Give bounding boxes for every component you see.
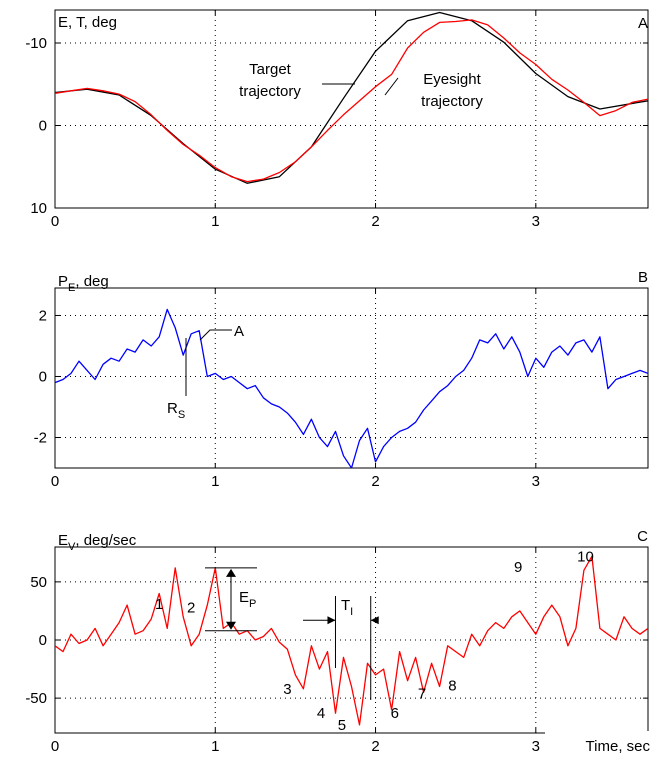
target-trajectory-label-line: trajectory xyxy=(239,83,301,100)
peak-label: 4 xyxy=(317,705,325,722)
peak-label: 3 xyxy=(283,681,291,698)
y-axis-label-main: E, T, deg xyxy=(58,14,117,31)
a-label: A xyxy=(234,323,244,340)
y-tick-label: 50 xyxy=(30,574,47,591)
target-trajectory-label-line: Target xyxy=(249,61,292,78)
y-axis-label-suffix: , deg/sec xyxy=(75,532,136,549)
ti-label-subscript: I xyxy=(350,606,353,618)
rs-label-subscript: S xyxy=(178,409,185,421)
panel-letter: A xyxy=(638,15,648,32)
eyesight-trajectory-label: Eyesight trajectory xyxy=(421,71,483,110)
x-tick-label: 1 xyxy=(211,738,219,755)
rs-label: RS xyxy=(167,400,185,421)
panel-c-line xyxy=(55,555,648,726)
ti-arrowhead-right xyxy=(370,616,379,625)
ep-label: EP xyxy=(239,589,256,610)
axes-frame xyxy=(54,546,649,734)
y-tick-label: -2 xyxy=(34,429,47,446)
peak-label: 2 xyxy=(187,599,195,616)
y-tick-label: 2 xyxy=(39,307,47,324)
x-tick-label: 3 xyxy=(532,213,540,230)
panel-b: 0 1 2 3 2 0 -2 B PE, deg A RS xyxy=(34,269,649,490)
x-tick-label: 1 xyxy=(211,213,219,230)
y-tick-label: 0 xyxy=(39,118,47,135)
panel-b-line xyxy=(55,308,648,468)
x-tick-label: 3 xyxy=(532,738,540,755)
eyesight-trajectory-label-line: trajectory xyxy=(421,93,483,110)
peak-label: 10 xyxy=(577,548,594,565)
y-axis-label-suffix: , deg xyxy=(75,273,108,290)
y-axis-label: PE, deg xyxy=(58,273,109,294)
y-axis-label-main: P xyxy=(58,273,68,290)
ti-label: TI xyxy=(341,597,353,618)
peak-label: 9 xyxy=(514,559,522,576)
panel-letter: B xyxy=(638,269,648,286)
x-tick-label: 2 xyxy=(371,473,379,490)
ti-arrowhead-left xyxy=(327,616,336,625)
x-tick-label: 0 xyxy=(51,213,59,230)
rs-label-main: R xyxy=(167,400,178,417)
eyesight-trajectory-pointer xyxy=(384,77,399,96)
peak-label: 7 xyxy=(418,685,426,702)
peak-label: 5 xyxy=(338,717,346,734)
axes-frame xyxy=(54,287,649,469)
ep-label-subscript: P xyxy=(249,598,256,610)
y-tick-label: -50 xyxy=(25,690,47,707)
ti-label-main: T xyxy=(341,597,350,614)
x-tick-label: 3 xyxy=(532,473,540,490)
x-axis-label: Time, sec xyxy=(586,738,651,755)
ep-label-main: E xyxy=(239,589,249,606)
x-tick-label: 1 xyxy=(211,473,219,490)
y-tick-label: 0 xyxy=(39,632,47,649)
peak-label: 8 xyxy=(448,677,456,694)
ep-arrowhead-bottom xyxy=(226,621,236,630)
y-axis-label: E, T, deg xyxy=(58,14,117,31)
y-axis-label: EV, deg/sec xyxy=(58,532,137,553)
target-trajectory-line xyxy=(55,11,648,184)
peak-label: 1 xyxy=(155,596,163,613)
panel-letter: C xyxy=(637,528,648,545)
eyesight-trajectory-line xyxy=(55,19,648,183)
y-tick-label: -10 xyxy=(25,35,47,52)
y-axis-label-subscript: E xyxy=(68,282,75,294)
ep-arrowhead-top xyxy=(226,568,236,577)
eyesight-trajectory-label-line: Eyesight xyxy=(423,71,481,88)
axes-frame xyxy=(54,9,649,209)
a-pointer xyxy=(199,329,232,341)
y-tick-label: 10 xyxy=(30,200,47,217)
x-axis-label-bg xyxy=(545,731,650,757)
y-axis-label-main: E xyxy=(58,532,68,549)
x-tick-label: 2 xyxy=(371,738,379,755)
target-trajectory-label: Target trajectory xyxy=(239,61,301,100)
peak-label: 6 xyxy=(391,705,399,722)
y-tick-label: 0 xyxy=(39,368,47,385)
x-tick-label: 0 xyxy=(51,738,59,755)
x-tick-label: 2 xyxy=(371,213,379,230)
x-tick-label: 0 xyxy=(51,473,59,490)
y-axis-label-subscript: V xyxy=(68,541,76,553)
